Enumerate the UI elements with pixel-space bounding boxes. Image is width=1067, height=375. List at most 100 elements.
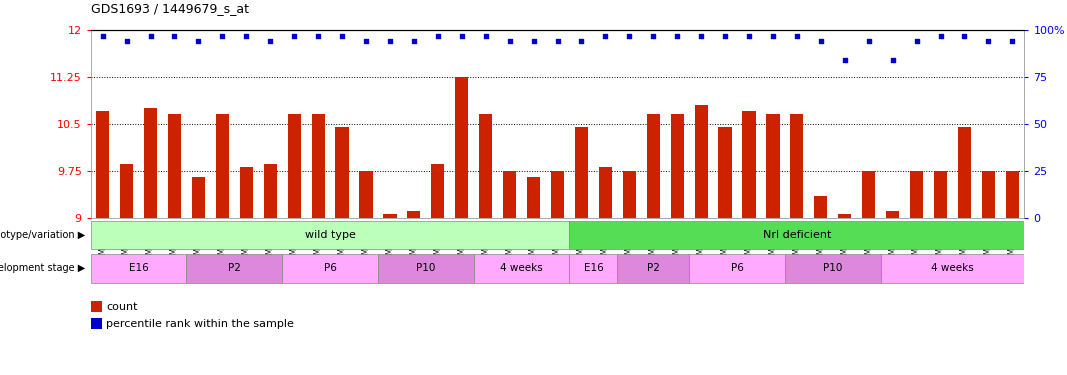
FancyBboxPatch shape <box>91 220 570 249</box>
Point <box>1004 38 1021 44</box>
Bar <box>671 114 684 218</box>
Point <box>166 33 184 39</box>
Point <box>286 33 303 39</box>
Point <box>142 33 159 39</box>
Point <box>381 38 398 44</box>
Point <box>190 38 207 44</box>
Point <box>94 33 111 39</box>
Bar <box>120 164 133 218</box>
Text: P6: P6 <box>323 263 336 273</box>
Text: P10: P10 <box>416 263 435 273</box>
Bar <box>479 114 492 218</box>
Bar <box>695 105 707 218</box>
Bar <box>408 211 420 217</box>
Point <box>764 33 781 39</box>
FancyBboxPatch shape <box>378 254 474 283</box>
Bar <box>743 111 755 218</box>
Bar <box>934 171 947 217</box>
Bar <box>91 301 102 312</box>
Text: P6: P6 <box>731 263 744 273</box>
Point <box>860 38 877 44</box>
Point <box>118 38 136 44</box>
Point <box>334 33 351 39</box>
Point <box>717 33 734 39</box>
Point <box>885 57 902 63</box>
Bar <box>383 214 397 217</box>
FancyBboxPatch shape <box>689 254 785 283</box>
Bar <box>431 164 444 218</box>
Text: count: count <box>107 303 138 312</box>
FancyBboxPatch shape <box>91 254 187 283</box>
Text: P10: P10 <box>823 263 843 273</box>
Text: 4 weeks: 4 weeks <box>931 263 974 273</box>
Text: 4 weeks: 4 weeks <box>500 263 543 273</box>
Text: P2: P2 <box>647 263 659 273</box>
Bar <box>91 318 102 329</box>
Point <box>213 33 230 39</box>
FancyBboxPatch shape <box>570 220 1024 249</box>
Bar <box>96 111 109 218</box>
Bar <box>766 114 780 218</box>
Text: genotype/variation ▶: genotype/variation ▶ <box>0 230 85 240</box>
Bar <box>240 168 253 217</box>
FancyBboxPatch shape <box>785 254 880 283</box>
Bar <box>839 214 851 217</box>
Bar <box>551 171 564 217</box>
Bar <box>982 171 996 217</box>
Bar <box>623 171 636 217</box>
Point <box>309 33 327 39</box>
FancyBboxPatch shape <box>618 254 689 283</box>
Bar <box>312 114 324 218</box>
Bar <box>910 171 923 217</box>
Bar <box>575 127 588 218</box>
Point <box>931 33 949 39</box>
Bar <box>168 114 181 218</box>
Bar <box>791 114 803 218</box>
Bar <box>958 127 971 218</box>
Text: E16: E16 <box>129 263 148 273</box>
Point <box>548 38 566 44</box>
Point <box>669 33 686 39</box>
Bar <box>288 114 301 218</box>
Bar <box>1006 171 1019 217</box>
Text: Nrl deficient: Nrl deficient <box>763 230 831 240</box>
Point <box>261 38 278 44</box>
Bar <box>599 168 612 217</box>
Point <box>405 38 423 44</box>
Point <box>477 33 494 39</box>
Bar <box>503 171 516 217</box>
Text: GDS1693 / 1449679_s_at: GDS1693 / 1449679_s_at <box>91 2 249 15</box>
Bar <box>647 114 659 218</box>
FancyBboxPatch shape <box>570 254 618 283</box>
Bar <box>814 196 827 217</box>
Text: development stage ▶: development stage ▶ <box>0 263 85 273</box>
Bar <box>335 127 349 218</box>
Point <box>812 38 829 44</box>
Point <box>596 33 614 39</box>
Bar <box>527 177 540 218</box>
Point <box>429 33 446 39</box>
Point <box>525 38 542 44</box>
Text: P2: P2 <box>228 263 241 273</box>
Bar <box>144 108 157 218</box>
Point <box>692 33 710 39</box>
FancyBboxPatch shape <box>880 254 1024 283</box>
FancyBboxPatch shape <box>474 254 570 283</box>
Text: wild type: wild type <box>305 230 355 240</box>
Point <box>573 38 590 44</box>
Point <box>740 33 758 39</box>
Point <box>789 33 806 39</box>
Bar <box>456 77 468 218</box>
Bar <box>718 127 732 218</box>
Point <box>357 38 375 44</box>
Point <box>956 33 973 39</box>
FancyBboxPatch shape <box>187 254 282 283</box>
Bar <box>264 164 276 218</box>
FancyBboxPatch shape <box>282 254 378 283</box>
Bar <box>886 211 899 217</box>
Point <box>980 38 997 44</box>
Point <box>453 33 471 39</box>
Point <box>238 33 255 39</box>
Bar <box>862 171 875 217</box>
Point <box>837 57 854 63</box>
